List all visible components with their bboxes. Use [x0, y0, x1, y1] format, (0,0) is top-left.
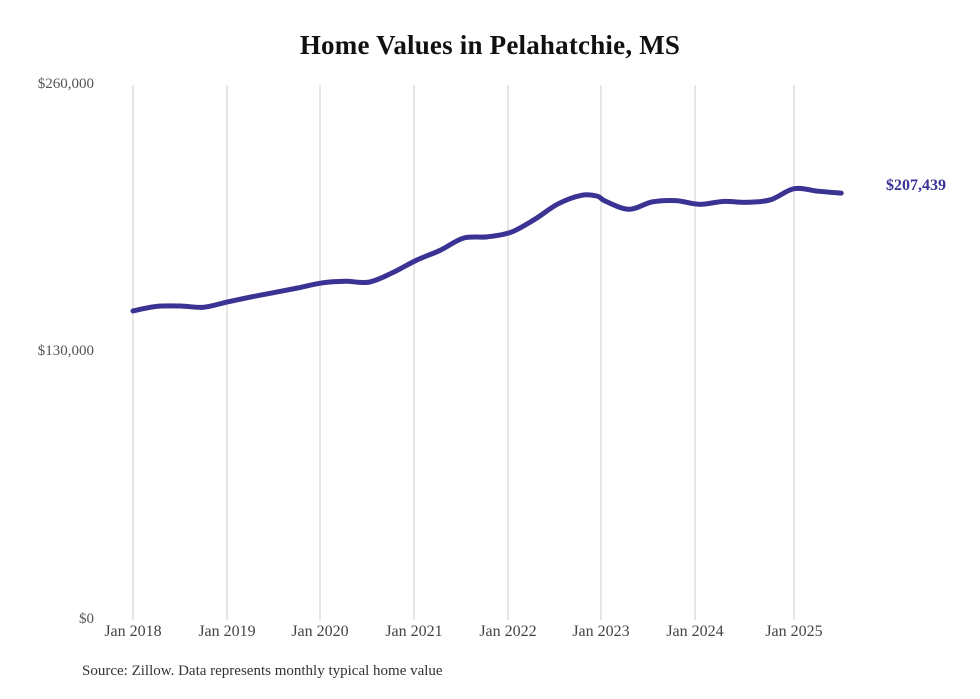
x-tick-jan-2022: Jan 2022: [479, 623, 537, 640]
x-gridlines: [132, 85, 795, 620]
x-tick-jan-2024: Jan 2024: [666, 623, 724, 640]
x-tick-jan-2019: Jan 2019: [198, 623, 256, 640]
x-tick-jan-2021: Jan 2021: [385, 623, 443, 640]
x-tick-jan-2018: Jan 2018: [104, 623, 162, 640]
latest-value-label: $207,439: [886, 177, 946, 195]
y-tick-260000: $260,000: [37, 76, 94, 92]
source-note: Source: Zillow. Data represents monthly …: [82, 663, 443, 679]
value-line: [130, 185, 844, 314]
page-title: Home Values in Pelahatchie, MS: [299, 30, 681, 60]
y-tick-0: $0: [79, 611, 94, 627]
x-tick-jan-2023: Jan 2023: [572, 623, 630, 640]
y-tick-130000: $130,000: [37, 343, 94, 359]
x-tick-jan-2025: Jan 2025: [765, 623, 823, 640]
x-tick-jan-2020: Jan 2020: [291, 623, 349, 640]
